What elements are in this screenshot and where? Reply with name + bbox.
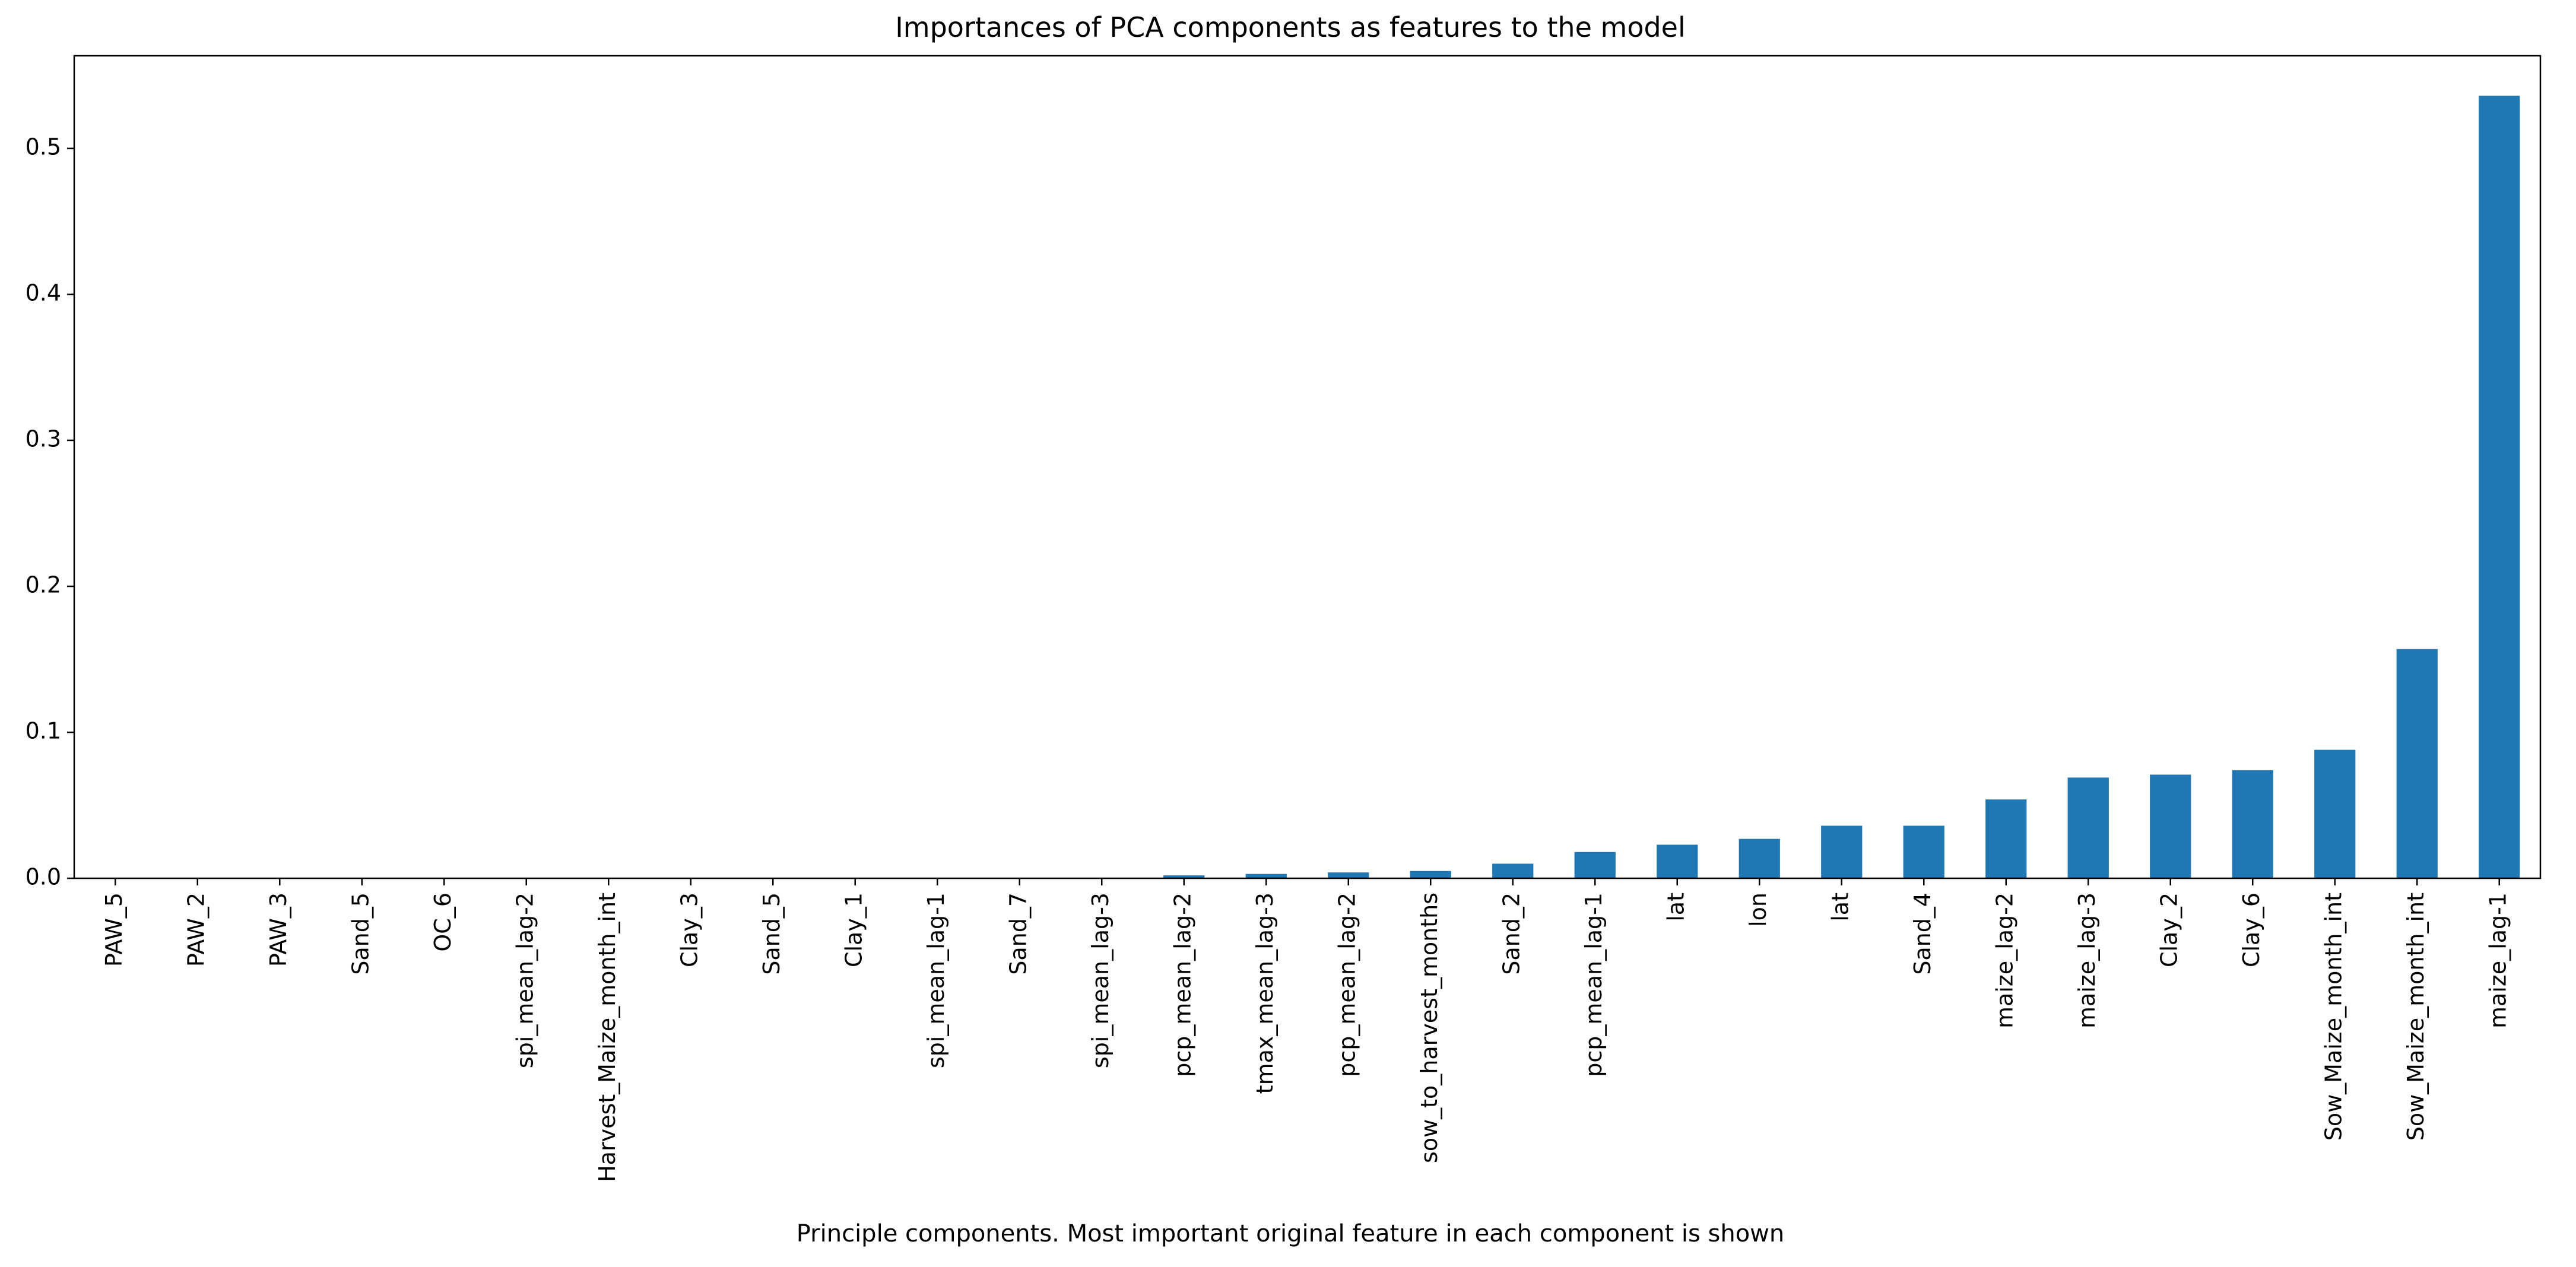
- x-tick-label: Harvest_Maize_month_int: [594, 893, 620, 1182]
- y-tick-label: 0.4: [26, 280, 61, 306]
- x-tick-label: Sand_5: [759, 893, 785, 975]
- bar: [1739, 839, 1780, 878]
- bar: [1821, 825, 1863, 878]
- y-tick-label: 0.1: [26, 717, 61, 744]
- y-tick-label: 0.5: [26, 134, 61, 160]
- x-tick-label: Sand_7: [1005, 893, 1031, 975]
- bar: [1574, 852, 1616, 878]
- x-tick-label: tmax_mean_lag-3: [1252, 893, 1278, 1094]
- bar: [1328, 872, 1369, 878]
- x-tick-label: spi_mean_lag-3: [1087, 893, 1113, 1068]
- x-tick-label: lat: [1663, 893, 1689, 922]
- y-tick-label: 0.0: [26, 864, 61, 890]
- x-tick-label: lat: [1827, 893, 1853, 922]
- bar: [1657, 844, 1698, 878]
- bar: [2396, 649, 2438, 878]
- x-tick-label: sow_to_harvest_months: [1416, 893, 1442, 1163]
- x-axis-label: Principle components. Most important ori…: [797, 1220, 1785, 1247]
- y-tick-label: 0.3: [26, 425, 61, 452]
- chart-title: Importances of PCA components as feature…: [895, 11, 1686, 43]
- x-tick-label: Sand_5: [347, 893, 373, 975]
- bar: [2232, 770, 2273, 878]
- x-tick-label: Sand_4: [1909, 893, 1936, 975]
- bar: [1245, 874, 1287, 878]
- x-tick-label: Sand_2: [1498, 893, 1524, 975]
- x-tick-label: Sow_Maize_month_int: [2403, 893, 2429, 1141]
- bar: [2479, 96, 2520, 878]
- x-tick-label: pcp_mean_lag-2: [1169, 893, 1195, 1077]
- bar: [2314, 750, 2356, 878]
- x-tick-label: PAW_3: [265, 893, 291, 967]
- x-tick-label: Clay_3: [676, 893, 702, 967]
- x-tick-label: pcp_mean_lag-1: [1581, 893, 1607, 1077]
- bar: [1903, 825, 1944, 878]
- x-tick-label: spi_mean_lag-1: [923, 893, 949, 1068]
- x-tick-label: OC_6: [430, 893, 456, 952]
- x-tick-label: Clay_2: [2156, 893, 2182, 967]
- bar: [1410, 871, 1451, 878]
- x-tick-label: Clay_6: [2238, 893, 2264, 967]
- x-tick-label: Sow_Maize_month_int: [2320, 893, 2346, 1141]
- x-tick-label: PAW_5: [101, 893, 127, 967]
- x-tick-label: maize_lag-1: [2485, 893, 2511, 1028]
- bars-group: [1163, 96, 2520, 878]
- x-tick-label: lon: [1745, 893, 1771, 927]
- bar: [1163, 875, 1205, 878]
- x-tick-label: PAW_2: [183, 893, 209, 967]
- x-axis: PAW_5 PAW_2 PAW_3 Sand_5 OC_6 spi_mean_lag-2 H…: [101, 878, 2511, 1182]
- bar: [1985, 799, 2027, 878]
- x-tick-label: pcp_mean_lag-2: [1334, 893, 1360, 1077]
- plot-frame: [73, 55, 2542, 879]
- x-tick-label: maize_lag-2: [1991, 893, 2017, 1028]
- y-axis: 0.0 0.1 0.2 0.3 0.4 0.5: [26, 134, 74, 890]
- bar: [1492, 863, 1534, 878]
- bar: [2067, 777, 2109, 878]
- x-tick-label: maize_lag-3: [2074, 893, 2100, 1028]
- x-tick-label: spi_mean_lag-2: [512, 893, 538, 1068]
- bar: [2150, 774, 2191, 878]
- y-tick-label: 0.2: [26, 571, 61, 598]
- x-tick-label: Clay_1: [840, 893, 867, 967]
